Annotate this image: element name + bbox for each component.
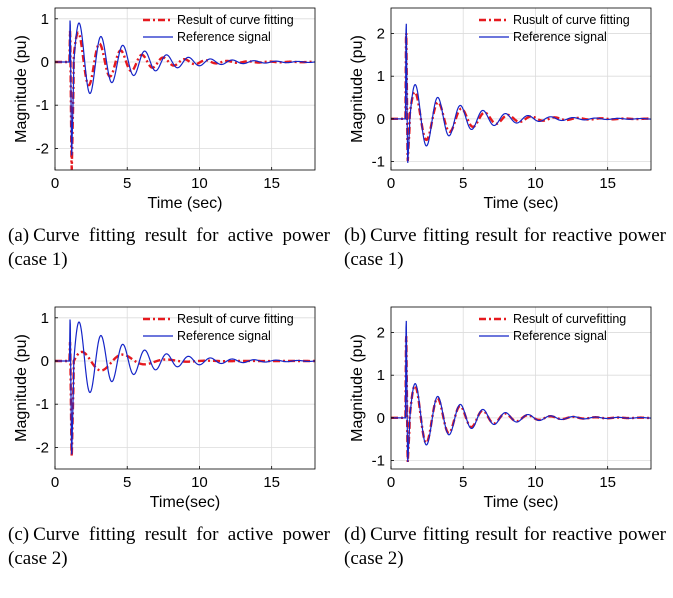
series-line-reference xyxy=(391,23,652,163)
y-tick-label: -1 xyxy=(372,452,385,469)
y-tick-label: -2 xyxy=(36,439,49,456)
x-axis-label: Time (sec) xyxy=(484,494,559,511)
y-tick-label: 1 xyxy=(41,11,49,28)
y-tick-label: -1 xyxy=(372,153,385,170)
axes-frame xyxy=(390,7,652,171)
caption-c: (c) Curve fitting result for active power… xyxy=(8,523,330,571)
y-tick-label: 2 xyxy=(377,26,385,43)
x-axis-label: Time (sec) xyxy=(148,195,223,212)
axes-frame xyxy=(54,306,316,470)
x-tick-label: 5 xyxy=(123,474,131,491)
caption-a: (a) Curve fitting result for active power… xyxy=(8,224,330,272)
legend: Rusult of curve fitting Reference signal xyxy=(479,13,630,44)
y-tick-label: 0 xyxy=(377,111,385,128)
y-tick-label: 0 xyxy=(377,410,385,427)
y-tick-label: 1 xyxy=(41,310,49,327)
legend: Result of curvefitting Reference signal xyxy=(479,312,626,343)
chart-a: 0 5 10 15 -2 -1 0 1 Time (sec) Magnitude (pu) Resu… xyxy=(13,7,316,212)
series-line-reference xyxy=(55,319,316,455)
y-axis-label: Magnitude (pu) xyxy=(13,334,30,442)
x-axis-label: Time(sec) xyxy=(150,494,221,511)
axes-frame xyxy=(54,7,316,171)
y-tick-label: 1 xyxy=(377,68,385,85)
series-line-reference xyxy=(391,320,652,462)
caption-text: Curve fitting result for reactive power … xyxy=(344,225,666,270)
panel-c: 0 5 10 15 -2 -1 0 1 Time(sec) Magnitude (pu) Resul… xyxy=(0,299,336,598)
axes-frame xyxy=(390,306,652,470)
y-axis-label: Magnitude (pu) xyxy=(349,334,366,442)
x-tick-label: 0 xyxy=(51,175,59,192)
x-tick-label: 10 xyxy=(191,175,208,192)
y-tick-label: -1 xyxy=(36,396,49,413)
x-tick-label: 0 xyxy=(387,175,395,192)
legend-label: Rusult of curve fitting xyxy=(513,13,630,27)
panel-a: 0 5 10 15 -2 -1 0 1 Time (sec) Magnitude (pu) Resu… xyxy=(0,0,336,299)
x-tick-label: 10 xyxy=(527,474,544,491)
legend-label: Result of curve fitting xyxy=(177,13,294,27)
caption-text: Curve fitting result for reactive power … xyxy=(344,524,666,569)
caption-tag: (c) xyxy=(8,524,30,545)
legend: Result of curve fitting Reference signal xyxy=(143,13,294,44)
x-tick-label: 10 xyxy=(191,474,208,491)
series-line-fit xyxy=(55,341,315,457)
caption-text: Curve fitting result for active power (c… xyxy=(8,524,330,569)
legend-label: Result of curve fitting xyxy=(177,312,294,326)
x-tick-label: 15 xyxy=(599,175,616,192)
series-line-reference xyxy=(55,20,316,156)
chart-c: 0 5 10 15 -2 -1 0 1 Time(sec) Magnitude (pu) Resul… xyxy=(13,306,316,511)
y-axis-label: Magnitude (pu) xyxy=(349,35,366,143)
panel-d: 0 5 10 15 -1 0 1 2 Time (sec) Magnitude (pu) Resul… xyxy=(336,299,672,598)
legend-label: Result of curvefitting xyxy=(513,312,626,326)
panel-b: 0 5 10 15 -1 0 1 2 Time (sec) Magnitude (pu) Rusul… xyxy=(336,0,672,299)
legend: Result of curve fitting Reference signal xyxy=(143,312,294,343)
x-tick-label: 10 xyxy=(527,175,544,192)
x-tick-label: 15 xyxy=(599,474,616,491)
y-tick-label: -1 xyxy=(36,97,49,114)
y-tick-label: -2 xyxy=(36,140,49,157)
caption-tag: (d) xyxy=(344,524,367,545)
legend-label: Reference signal xyxy=(513,30,607,44)
x-tick-label: 15 xyxy=(263,474,280,491)
y-tick-label: 0 xyxy=(41,54,49,71)
y-tick-label: 1 xyxy=(377,367,385,384)
caption-tag: (a) xyxy=(8,225,30,246)
x-tick-label: 0 xyxy=(387,474,395,491)
x-tick-label: 0 xyxy=(51,474,59,491)
x-tick-label: 5 xyxy=(123,175,131,192)
legend-label: Reference signal xyxy=(177,30,271,44)
legend-label: Reference signal xyxy=(513,329,607,343)
caption-d: (d) Curve fitting result for reactive pow… xyxy=(344,523,666,571)
x-axis-label: Time (sec) xyxy=(484,195,559,212)
y-axis-label: Magnitude (pu) xyxy=(13,35,30,143)
caption-b: (b) Curve fitting result for reactive pow… xyxy=(344,224,666,272)
legend-label: Reference signal xyxy=(177,329,271,343)
x-tick-label: 5 xyxy=(459,474,467,491)
caption-tag: (b) xyxy=(344,225,367,246)
x-tick-label: 15 xyxy=(263,175,280,192)
y-tick-label: 0 xyxy=(41,353,49,370)
y-tick-label: 2 xyxy=(377,325,385,342)
caption-text: Curve fitting result for active power (c… xyxy=(8,225,330,270)
x-tick-label: 5 xyxy=(459,175,467,192)
